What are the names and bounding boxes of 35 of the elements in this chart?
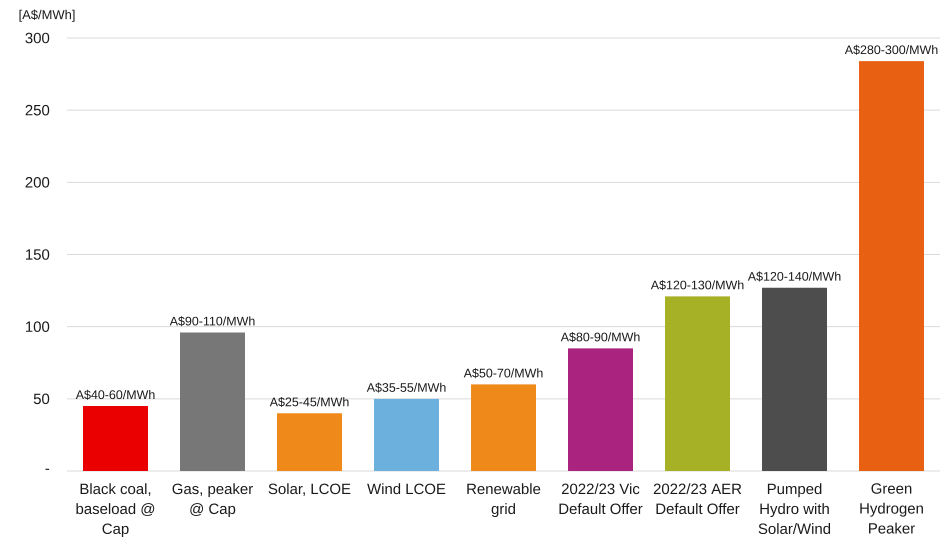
y-tick-label: 50 — [34, 394, 50, 404]
y-axis-title: [A$/MWh] — [19, 10, 74, 22]
bar — [471, 384, 536, 471]
bar — [83, 406, 148, 471]
bar — [568, 348, 633, 471]
x-tick-label: Wind LCOE — [367, 483, 446, 494]
data-label: A$40-60/MWh — [76, 390, 154, 400]
x-tick-label: 2022/23 Vic Default Offer — [560, 483, 642, 514]
y-tick-label: 150 — [26, 249, 50, 260]
data-label: A$80-90/MWh — [560, 332, 640, 342]
data-label: A$35-55/MWh — [366, 382, 446, 393]
y-tick-label: 100 — [26, 321, 50, 332]
data-label: A$280-300/MWh — [844, 44, 938, 55]
x-tick-label: Green Hydrogen Peaker — [860, 483, 923, 534]
x-tick-label: Renewable grid — [467, 483, 540, 518]
x-tick-label: Pumped Hydro with Solar/Wind — [758, 483, 830, 534]
bar — [277, 413, 342, 471]
bar — [859, 61, 924, 471]
x-tick-label: 2022/23 AER Default Offer — [654, 483, 742, 514]
data-label: A$90-110/MWh — [170, 316, 254, 326]
bar — [180, 332, 245, 471]
data-label: A$120-130/MWh — [650, 280, 744, 290]
data-label: A$50-70/MWh — [464, 368, 542, 378]
x-tick-label: Gas, peaker @ Cap — [172, 483, 253, 518]
y-tick-label: 250 — [26, 104, 50, 116]
x-tick-label: Solar, LCOE — [268, 483, 350, 496]
data-label: A$120-140/MWh — [748, 271, 840, 282]
y-tick-label: 200 — [26, 177, 50, 188]
x-tick-label: Black coal, baseload @ Cap — [76, 483, 154, 537]
y-tick-label: - — [45, 468, 50, 470]
data-label: A$25-45/MWh — [270, 396, 348, 408]
bar — [665, 296, 730, 471]
bar — [762, 288, 827, 471]
y-tick-label: 300 — [25, 32, 50, 44]
bar — [374, 398, 439, 471]
